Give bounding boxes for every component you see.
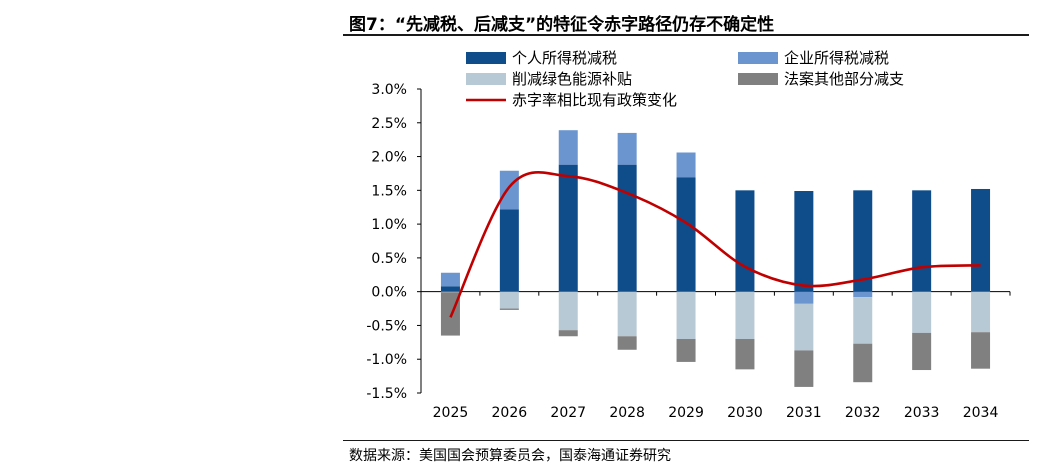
bar-segment [853,190,873,292]
bar-segment [617,164,637,292]
bar-segment [794,350,814,387]
bar-segment [440,291,460,293]
y-tick-label: -0.5% [366,318,407,334]
bar-segment [853,343,873,383]
x-tick-label: 2029 [668,405,704,421]
x-tick-label: 2034 [963,405,999,421]
x-tick-label: 2028 [609,405,645,421]
bars [440,130,991,387]
bar-segment [971,332,991,369]
legend-swatch [466,52,506,64]
bar-segment [617,291,637,337]
bar-segment [676,177,696,292]
bar-segment [971,291,991,333]
bar-segment [617,336,637,350]
bar-segment [499,308,519,310]
axes: 3.0% 2.5% 2.0% 1.5% 1.0% 0.5% 0.0% -0.5% -1.0% -1… [366,82,1011,421]
x-tick-label: 2032 [845,405,881,421]
legend-label: 企业所得税减税 [784,49,889,67]
y-tick-label: 2.0% [371,150,407,166]
x-tick-label: 2027 [550,405,586,421]
bar-segment [676,152,696,178]
bar-segment [853,291,873,298]
x-tick-label: 2026 [492,405,528,421]
bar-segment [676,338,696,362]
y-tick-label: 0.5% [371,251,407,267]
bar-segment [440,286,460,292]
legend-label: 削减绿色能源补贴 [512,70,632,88]
y-tick-label: 0.0% [371,285,407,301]
bar-segment [499,170,519,210]
stacked-bar-chart: 3.0% 2.5% 2.0% 1.5% 1.0% 0.5% 0.0% -0.5% -1.0% -1… [366,49,1011,421]
legend-label: 个人所得税减税 [512,49,617,67]
legend-swatch [466,73,506,85]
bar-segment [912,291,932,333]
bar-segment [853,297,873,344]
bar-segment [735,338,755,370]
bar-segment [794,303,814,351]
title-divider [343,34,1029,36]
bar-segment [440,272,460,287]
bar-segment [558,130,578,165]
bar-segment [794,191,814,292]
bar-segment [735,291,755,339]
bar-segment [499,291,519,309]
y-tick-label: 3.0% [371,82,407,98]
bar-segment [558,330,578,337]
x-tick-label: 2025 [433,405,469,421]
x-tick-label: 2033 [904,405,940,421]
bar-segment [735,190,755,292]
bar-segment [499,209,519,292]
legend-label: 赤字率相比现有政策变化 [512,91,677,109]
deficit-line [449,171,981,318]
x-tick-label: 2031 [786,405,822,421]
y-tick-label: 1.5% [371,183,407,199]
y-tick-label: 1.0% [371,217,407,233]
x-tick-label: 2030 [727,405,763,421]
bar-segment [676,291,696,339]
y-tick-label: -1.0% [366,352,407,368]
legend-swatch [738,73,778,85]
bar-segment [558,164,578,292]
source-divider [343,440,1029,441]
bar-segment [617,132,637,165]
bar-segment [912,190,932,292]
bar-segment [558,291,578,331]
source-note: 数据来源：美国国会预算委员会，国泰海通证券研究 [349,448,671,464]
legend-swatch [738,52,778,64]
y-tick-label: -1.5% [366,386,407,402]
bar-segment [971,188,991,292]
deficit-change-line [449,171,981,318]
bar-segment [794,291,814,304]
bar-segment [912,332,932,371]
y-tick-label: 2.5% [371,116,407,132]
figure-title: 图7：“先减税、后减支”的特征令赤字路径仍存不确定性 [349,15,775,35]
legend-label: 法案其他部分减支 [784,70,904,88]
